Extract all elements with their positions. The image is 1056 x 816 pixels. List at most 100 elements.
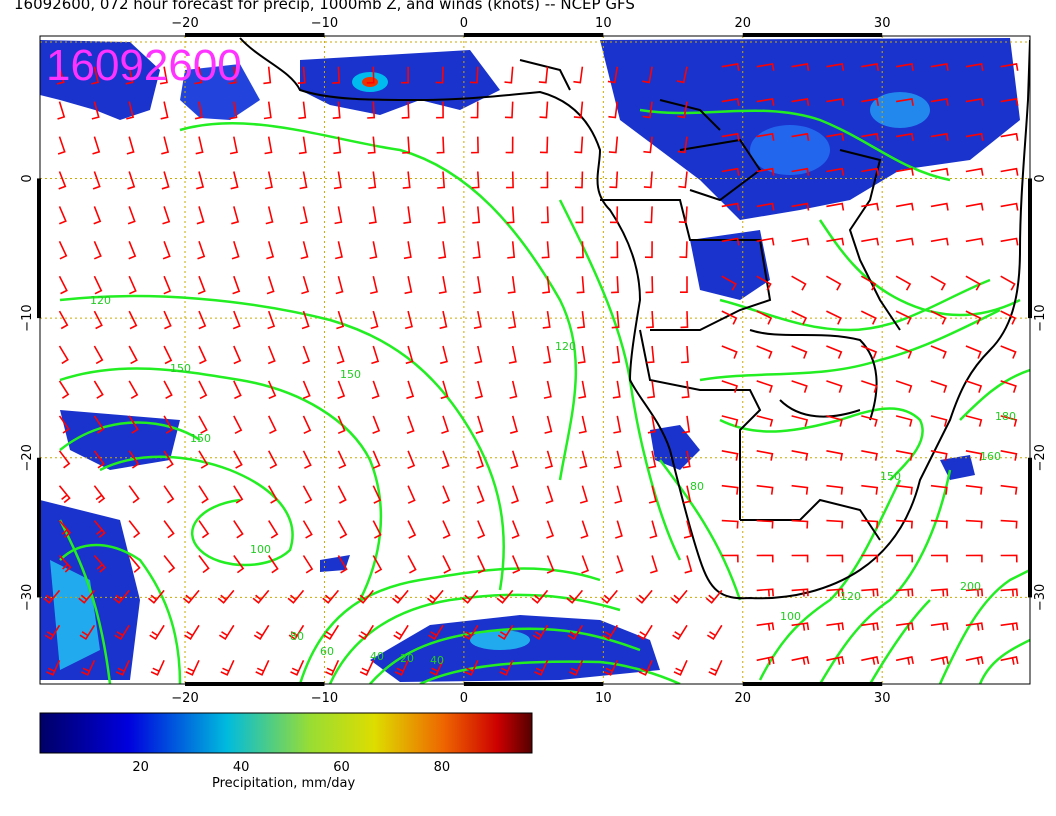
wind-barb — [93, 345, 104, 365]
contour-label: 120 — [90, 294, 111, 307]
wind-barb — [895, 97, 914, 106]
wind-barb — [638, 659, 653, 676]
lon-tick-top: 20 — [734, 16, 751, 31]
wind-barb — [637, 624, 653, 641]
wind-barb — [163, 310, 172, 330]
wind-barb — [756, 588, 774, 597]
wind-barb — [613, 415, 622, 434]
wind-barb — [682, 415, 691, 434]
wind-barb — [149, 624, 165, 641]
wind-barb — [266, 275, 275, 295]
wind-barb — [46, 659, 61, 676]
wind-barb — [511, 555, 521, 574]
wind-barb — [297, 66, 306, 84]
wind-barb — [265, 171, 273, 190]
wind-barb — [895, 275, 912, 291]
wind-barb — [861, 519, 879, 529]
wind-barb — [683, 485, 692, 504]
wind-barb — [337, 380, 346, 400]
wind-barb — [93, 206, 102, 225]
wind-barb — [756, 275, 772, 291]
wind-barb — [368, 206, 377, 225]
wind-barb — [470, 101, 479, 119]
wind-barb — [473, 276, 482, 294]
contour-label: 60 — [320, 645, 334, 658]
wind-barb — [44, 624, 61, 641]
contour-label: 80 — [690, 480, 704, 493]
wind-barb — [647, 415, 656, 434]
wind-barb — [645, 276, 654, 294]
wind-barb — [678, 171, 688, 189]
wind-barb — [1000, 622, 1019, 631]
contour-label: 150 — [880, 470, 901, 483]
wind-barb — [930, 519, 948, 529]
wind-barb — [163, 275, 172, 295]
wind-barb — [826, 415, 843, 427]
wind-barb — [93, 275, 103, 295]
wind-barb — [1000, 310, 1017, 325]
wind-barb — [896, 554, 913, 563]
lon-tick-bottom: 0 — [460, 691, 468, 706]
wind-barb — [1000, 380, 1017, 393]
wind-barb — [195, 136, 204, 155]
wind-barb — [336, 345, 345, 365]
wind-barb — [58, 310, 69, 330]
wind-barb — [539, 101, 549, 119]
wind-barb — [267, 380, 277, 400]
wind-barb — [161, 171, 170, 190]
wind-barb — [895, 310, 912, 325]
wind-barb — [791, 380, 808, 393]
wind-barb — [268, 520, 279, 539]
wind-barb — [826, 97, 845, 106]
wind-barb — [301, 275, 310, 295]
wind-barb — [791, 656, 810, 665]
wind-barb — [57, 101, 66, 120]
wind-barb — [126, 101, 135, 120]
wind-barb — [509, 415, 518, 434]
wind-barb — [407, 555, 417, 574]
wind-barb — [1000, 167, 1019, 176]
wind-barb — [965, 484, 983, 495]
wind-barb — [721, 345, 738, 359]
wind-barb — [428, 624, 444, 641]
wind-barb — [406, 380, 415, 400]
wind-barb — [81, 659, 96, 676]
wind-barb — [679, 241, 688, 259]
wind-barb — [442, 485, 451, 504]
wind-barb — [1000, 588, 1018, 597]
wind-barb — [608, 101, 619, 119]
wind-barb — [680, 276, 688, 293]
lat-tick-left: −20 — [20, 444, 35, 471]
wind-barb — [581, 555, 590, 574]
wind-barb — [435, 66, 444, 84]
wind-barb — [182, 589, 200, 604]
wind-barb — [601, 589, 618, 604]
wind-barb — [965, 554, 983, 563]
wind-barb — [232, 275, 241, 295]
wind-barb — [128, 240, 137, 260]
wind-barb — [196, 171, 205, 190]
wind-barb — [644, 206, 653, 224]
wind-barb — [367, 101, 376, 119]
wind-barb — [441, 415, 450, 435]
wind-barb — [477, 555, 486, 574]
wind-barb — [233, 450, 243, 469]
wind-barb — [791, 275, 807, 291]
wind-barb — [197, 241, 206, 260]
contour-label: 80 — [290, 630, 304, 643]
wind-barb — [643, 136, 653, 154]
wind-barb — [300, 241, 309, 260]
wind-barb — [678, 206, 688, 224]
wind-barb — [426, 589, 444, 604]
wind-barb — [965, 275, 981, 291]
wind-barb — [163, 520, 175, 539]
wind-barb — [791, 622, 810, 631]
scale-bar-top — [742, 33, 883, 37]
wind-barb — [646, 345, 655, 364]
wind-barb — [965, 167, 984, 176]
colorbar-tick: 20 — [132, 760, 149, 775]
wind-barb — [403, 241, 412, 260]
wind-barb — [930, 588, 949, 597]
wind-barb — [372, 415, 381, 435]
wind-barb — [300, 206, 308, 225]
